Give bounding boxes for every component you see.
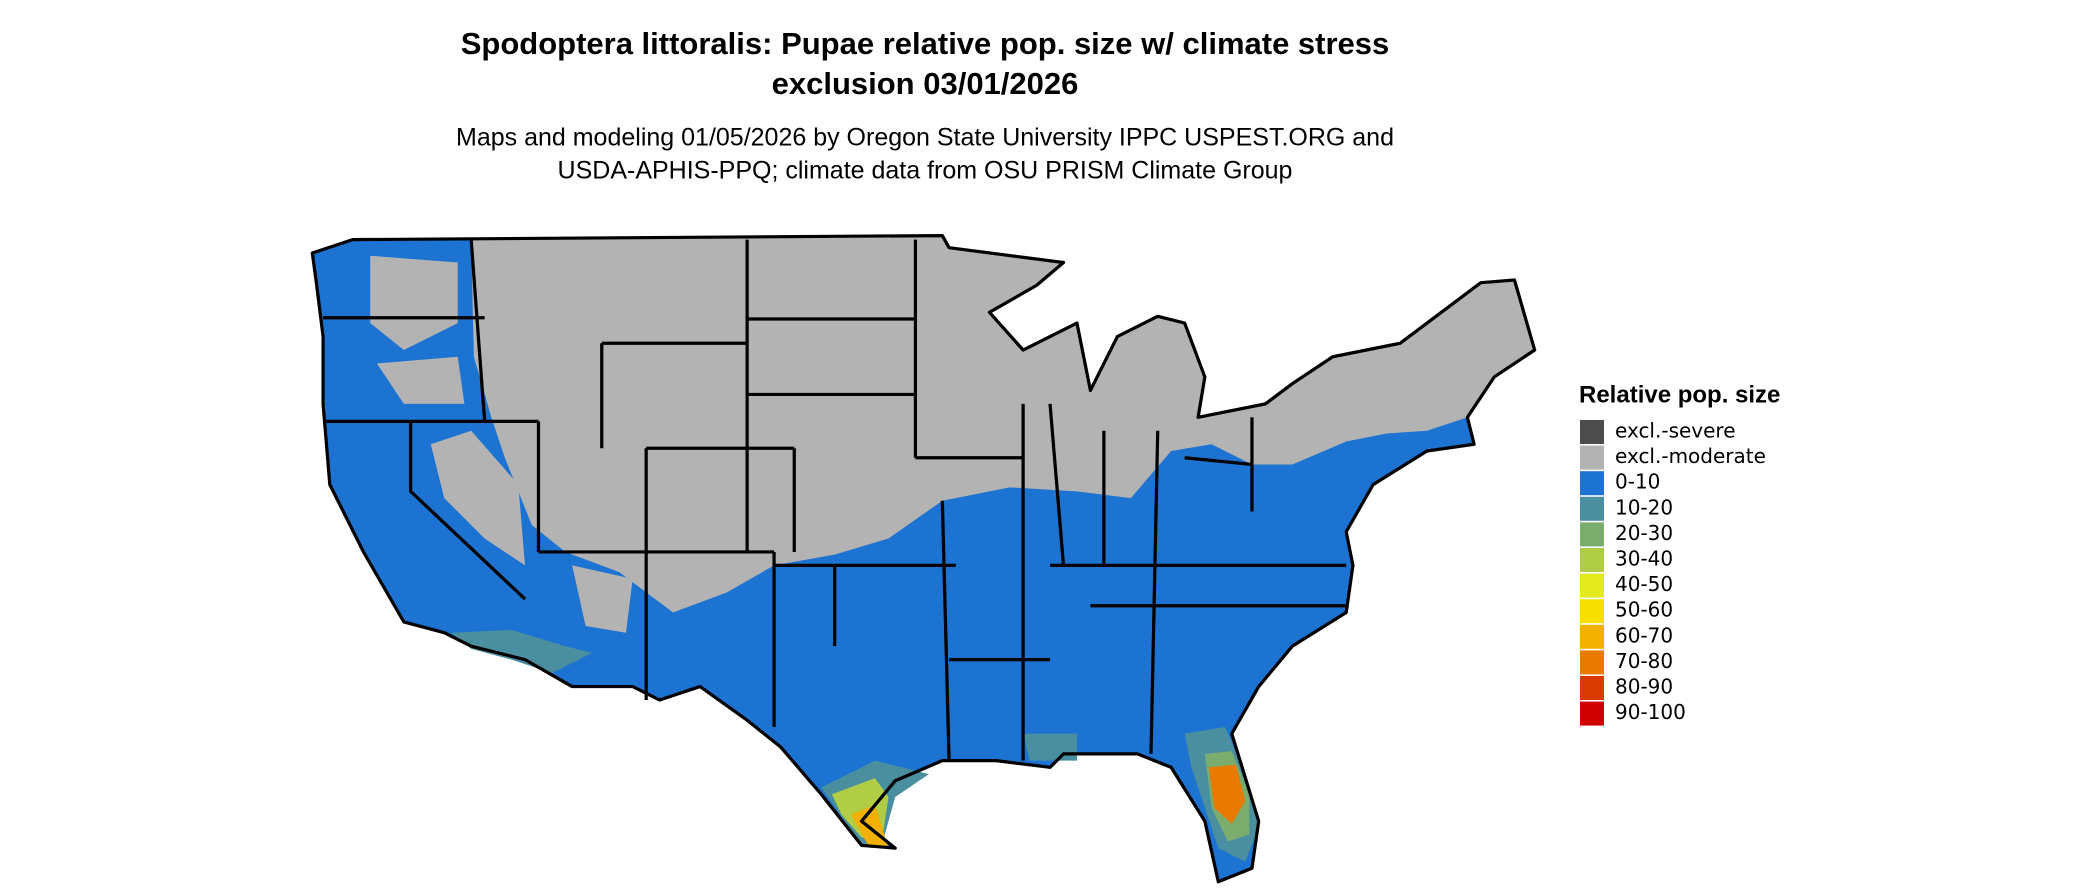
legend-label: 0-10 [1615,470,1660,494]
legend-swatch [1580,599,1604,624]
legend-swatch [1580,471,1604,496]
legend-swatch [1580,701,1604,726]
title-line: exclusion 03/01/2026 [772,66,1079,101]
region-teal [450,630,593,674]
legend-swatch [1580,522,1604,547]
legend-swatch [1580,573,1604,598]
legend-label: 40-50 [1615,572,1673,596]
legend-label: 80-90 [1615,675,1673,699]
title-line: Spodoptera littoralis: Pupae relative po… [461,26,1390,61]
legend-label: 10-20 [1615,495,1673,519]
legend-label: 70-80 [1615,649,1673,673]
legend-label: 50-60 [1615,598,1673,622]
region-gray [471,235,1535,613]
subtitle-line: Maps and modeling 01/05/2026 by Oregon S… [456,124,1394,152]
subtitle-line: USDA-APHIS-PPQ; climate data from OSU PR… [558,157,1293,185]
state-borders [323,239,1347,761]
legend-swatch [1580,650,1604,675]
legend-swatch [1580,548,1604,572]
legend: excl.-severeexcl.-moderate0-1010-2020-30… [1580,419,1766,726]
region-gray [370,255,458,351]
region-gray [572,565,633,633]
legend-title: Relative pop. size [1579,381,1780,408]
national-border [310,233,1537,884]
legend-label: excl.-moderate [1615,444,1766,468]
legend-swatch [1580,496,1604,521]
legend-swatch [1580,624,1604,649]
legend-label: excl.-severe [1615,419,1736,443]
us-map [310,233,1537,884]
legend-label: 90-100 [1615,700,1686,724]
legend-swatch [1580,676,1604,700]
region-gray [430,430,526,566]
region-teal [1023,733,1077,761]
legend-label: 20-30 [1615,521,1673,545]
legend-swatch [1580,420,1604,444]
region-orange [1208,764,1246,824]
legend-label: 60-70 [1615,623,1673,647]
legend-label: 30-40 [1615,547,1673,571]
region-gray [376,356,465,404]
legend-swatch [1580,445,1604,470]
